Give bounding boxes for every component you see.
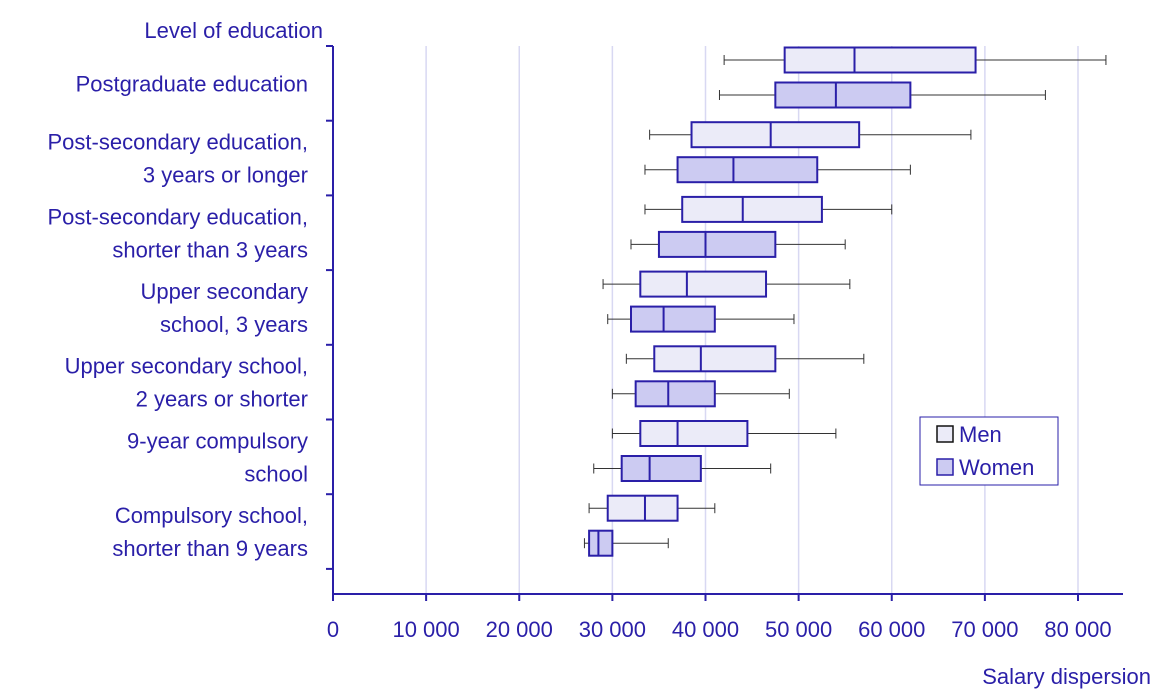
box-iqr [690, 121, 861, 149]
category-label-4-line-0: Upper secondary school, [65, 354, 308, 379]
box-women-4 [611, 380, 790, 408]
box-iqr [634, 380, 716, 408]
category-label-4: Upper secondary school, 2 years or shorte… [65, 354, 308, 412]
x-tick-label-5: 50 000 [765, 617, 832, 642]
x-tick-label-7: 70 000 [951, 617, 1018, 642]
box-iqr [657, 230, 777, 258]
category-label-1-line-0: Post-secondary education, [48, 130, 309, 155]
box-iqr [620, 455, 702, 482]
x-axis-title: Salary dispersion [982, 664, 1151, 689]
legend: Men Women [919, 416, 1059, 486]
category-label-0: Postgraduate education [76, 71, 308, 96]
x-tick-labels: 0 10 000 20 000 30 000 40 000 50 000 60 000 70 … [327, 617, 1112, 642]
box-iqr [639, 270, 768, 298]
box-men-2 [644, 195, 893, 223]
box-iqr [774, 81, 912, 109]
box-men-4 [625, 345, 865, 373]
box-plots [583, 46, 1107, 557]
box-iqr [588, 529, 614, 557]
category-label-3-line-0: Upper secondary [140, 279, 308, 304]
category-label-4-line-1: 2 years or shorter [136, 387, 308, 412]
x-tick-label-6: 60 000 [858, 617, 925, 642]
category-label-6-line-1: shorter than 9 years [112, 536, 308, 561]
box-women-3 [607, 305, 795, 333]
box-iqr [606, 494, 679, 522]
box-iqr [676, 156, 819, 184]
axes [326, 45, 1123, 601]
box-iqr [783, 46, 977, 74]
x-tick-label-4: 40 000 [672, 617, 739, 642]
legend-swatch-men [936, 425, 954, 443]
box-women-0 [718, 81, 1046, 109]
category-label-2-line-0: Post-secondary education, [48, 204, 309, 229]
category-label-1: Post-secondary education, 3 years or long… [48, 130, 309, 188]
category-label-1-line-1: 3 years or longer [143, 163, 308, 188]
category-label-5-line-0: 9-year compulsory [127, 428, 308, 453]
box-iqr [630, 305, 716, 333]
category-label-3-line-1: school, 3 years [160, 312, 308, 337]
box-iqr [653, 345, 777, 373]
legend-swatch-women [936, 458, 954, 476]
box-iqr [681, 195, 823, 223]
legend-label-men: Men [959, 422, 1002, 447]
box-women-2 [630, 230, 846, 258]
x-tick-label-1: 10 000 [392, 617, 459, 642]
box-men-0 [723, 46, 1107, 74]
category-label-3: Upper secondary school, 3 years [140, 279, 308, 337]
box-women-6 [583, 529, 669, 557]
box-men-3 [602, 270, 851, 298]
category-label-2-line-1: shorter than 3 years [112, 237, 308, 262]
box-iqr [639, 420, 749, 447]
box-men-5 [611, 420, 837, 447]
x-tick-label-2: 20 000 [486, 617, 553, 642]
category-label-0-line-0: Postgraduate education [76, 71, 308, 96]
category-label-6: Compulsory school, shorter than 9 years [112, 503, 308, 561]
legend-label-women: Women [959, 455, 1034, 480]
category-label-6-line-0: Compulsory school, [115, 503, 308, 528]
category-label-2: Post-secondary education, shorter than 3 … [48, 204, 309, 262]
category-label-5: 9-year compulsory school [127, 428, 308, 486]
box-women-1 [644, 156, 911, 184]
x-tick-label-3: 30 000 [579, 617, 646, 642]
x-tick-label-0: 0 [327, 617, 339, 642]
category-labels: Postgraduate education Post-secondary edu… [48, 71, 309, 561]
x-tick-label-8: 80 000 [1044, 617, 1111, 642]
box-men-1 [649, 121, 972, 149]
box-men-6 [588, 494, 716, 522]
category-label-5-line-1: school [244, 461, 308, 486]
y-axis-title: Level of education [144, 18, 323, 43]
box-women-5 [593, 455, 772, 482]
